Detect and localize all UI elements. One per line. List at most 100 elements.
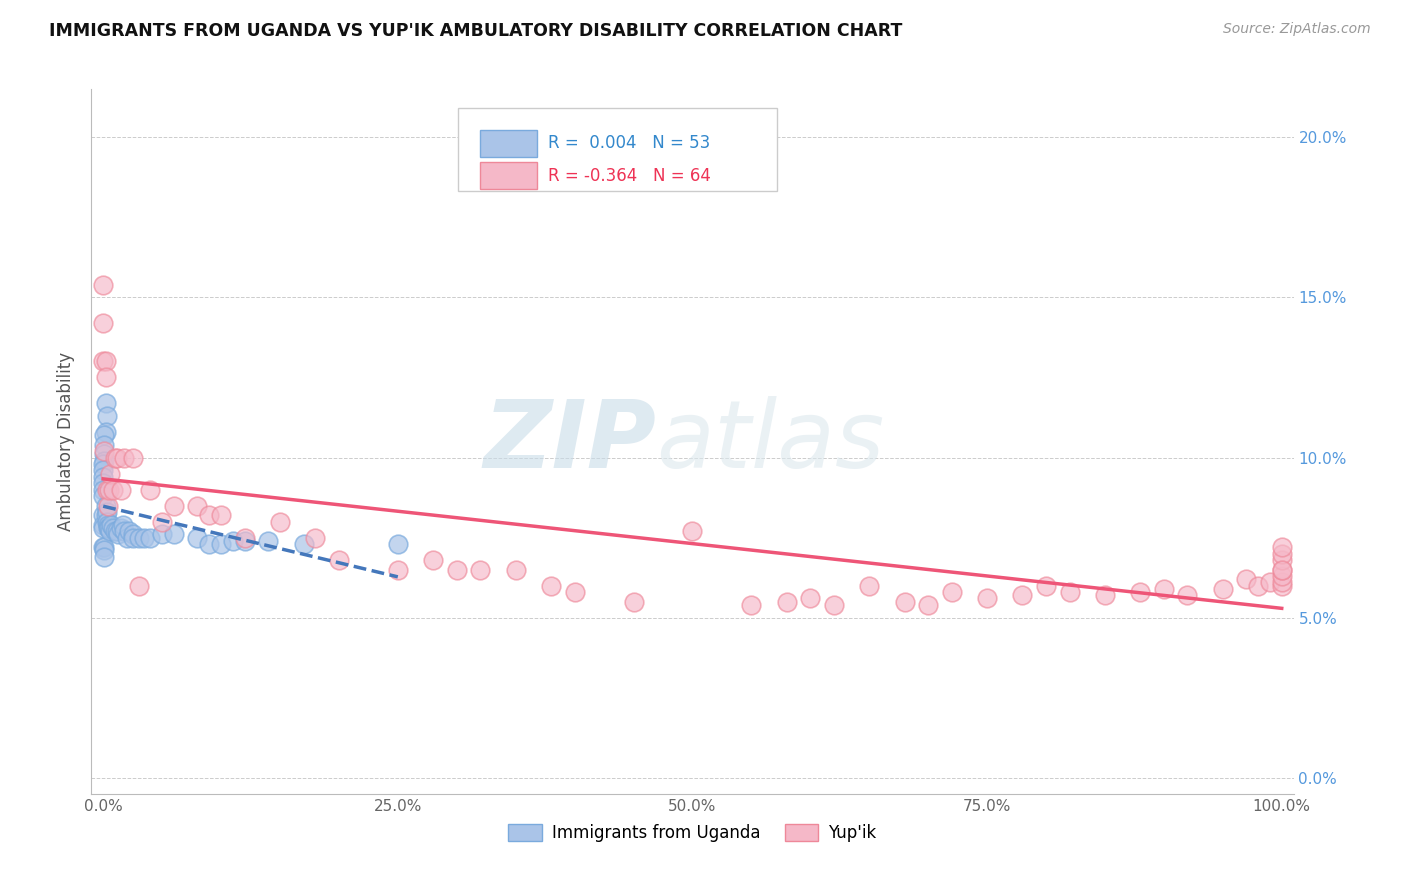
Point: [94, 354, 117, 368]
Point: [269, 515, 291, 529]
Point: [139, 531, 162, 545]
Point: [91, 508, 114, 523]
Point: [112, 450, 135, 465]
Point: [96, 515, 118, 529]
Point: [186, 499, 208, 513]
Point: [799, 591, 821, 606]
Point: [1271, 553, 1294, 567]
Point: [209, 537, 232, 551]
Point: [1212, 582, 1234, 596]
Point: [1271, 575, 1294, 590]
Point: [96, 505, 118, 519]
Point: [128, 579, 150, 593]
Point: [209, 508, 232, 523]
Point: [1011, 588, 1033, 602]
Point: [94, 425, 117, 439]
Point: [100, 517, 122, 532]
Point: [917, 598, 939, 612]
Point: [505, 563, 527, 577]
Point: [121, 531, 143, 545]
Point: [93, 549, 115, 564]
Point: [681, 524, 703, 539]
Point: [93, 438, 115, 452]
Point: [118, 524, 141, 539]
Point: [112, 517, 135, 532]
Point: [150, 515, 173, 529]
Point: [1059, 585, 1081, 599]
Point: [115, 531, 138, 545]
Point: [91, 457, 114, 471]
Point: [110, 483, 132, 497]
Point: [91, 517, 114, 532]
Point: [98, 524, 121, 539]
Point: [96, 483, 118, 497]
Text: Source: ZipAtlas.com: Source: ZipAtlas.com: [1223, 22, 1371, 37]
Text: R = -0.364   N = 64: R = -0.364 N = 64: [548, 167, 711, 185]
Point: [101, 483, 124, 497]
Point: [93, 444, 115, 458]
Point: [94, 508, 117, 523]
Point: [94, 370, 117, 384]
Point: [97, 499, 120, 513]
Point: [93, 540, 115, 554]
Point: [98, 467, 121, 481]
Point: [128, 531, 150, 545]
Point: [163, 499, 186, 513]
Point: [222, 533, 245, 548]
Point: [387, 563, 409, 577]
Point: [93, 447, 115, 461]
Point: [163, 527, 186, 541]
Point: [823, 598, 845, 612]
Point: [893, 595, 915, 609]
Point: [1177, 588, 1199, 602]
Point: [97, 521, 120, 535]
Point: [98, 521, 121, 535]
Point: [1035, 579, 1057, 593]
Point: [740, 598, 762, 612]
Point: [1234, 572, 1257, 586]
Point: [198, 537, 221, 551]
Point: [91, 483, 114, 497]
Point: [1271, 563, 1294, 577]
Point: [257, 533, 280, 548]
Point: [91, 476, 114, 491]
Point: [1271, 579, 1294, 593]
Point: [470, 563, 492, 577]
Point: [292, 537, 315, 551]
Point: [98, 483, 121, 497]
Point: [1271, 569, 1294, 583]
Text: atlas: atlas: [657, 396, 884, 487]
Point: [564, 585, 586, 599]
FancyBboxPatch shape: [479, 162, 537, 189]
Point: [91, 540, 114, 554]
Point: [1258, 575, 1281, 590]
Point: [134, 531, 156, 545]
Point: [121, 527, 143, 541]
Point: [91, 354, 114, 368]
Point: [776, 595, 799, 609]
Point: [540, 579, 562, 593]
Point: [1271, 547, 1294, 561]
Legend: Immigrants from Uganda, Yup'ik: Immigrants from Uganda, Yup'ik: [502, 817, 883, 849]
Text: R =  0.004   N = 53: R = 0.004 N = 53: [548, 135, 710, 153]
Point: [328, 553, 350, 567]
Point: [97, 517, 120, 532]
Point: [105, 450, 128, 465]
Point: [139, 483, 162, 497]
Point: [121, 450, 143, 465]
Y-axis label: Ambulatory Disability: Ambulatory Disability: [58, 352, 76, 531]
Point: [233, 531, 256, 545]
Point: [1247, 579, 1270, 593]
Point: [1094, 588, 1116, 602]
Point: [858, 579, 880, 593]
Point: [104, 524, 127, 539]
Point: [110, 521, 132, 535]
Point: [93, 454, 115, 468]
Point: [91, 316, 114, 330]
Point: [94, 396, 117, 410]
Point: [107, 527, 129, 541]
Point: [93, 543, 115, 558]
Point: [941, 585, 963, 599]
Point: [198, 508, 221, 523]
Point: [94, 499, 117, 513]
